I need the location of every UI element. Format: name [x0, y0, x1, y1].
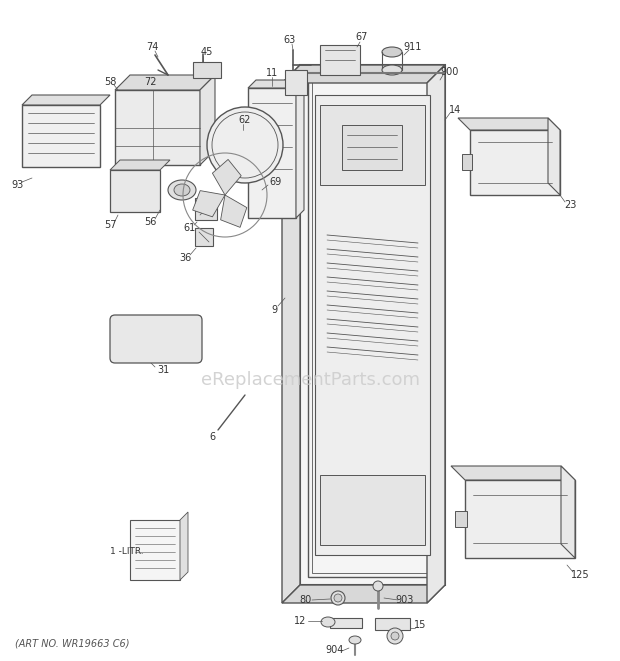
Ellipse shape [382, 47, 402, 57]
Text: 9: 9 [271, 305, 277, 315]
Polygon shape [110, 160, 170, 170]
Ellipse shape [391, 632, 399, 640]
Ellipse shape [321, 617, 335, 627]
Bar [110, 170, 160, 212]
Text: 904: 904 [326, 645, 344, 655]
Text: 67: 67 [356, 32, 368, 42]
Bar [315, 95, 430, 555]
Polygon shape [248, 80, 304, 88]
Bar [308, 73, 437, 577]
Bar [312, 77, 433, 573]
Ellipse shape [387, 628, 403, 644]
Ellipse shape [174, 184, 190, 196]
Text: 23: 23 [564, 200, 576, 210]
Text: 93: 93 [12, 180, 24, 190]
Text: 36: 36 [179, 253, 191, 263]
Bar [195, 198, 217, 220]
Ellipse shape [207, 107, 283, 183]
Bar [193, 62, 221, 78]
Polygon shape [282, 585, 445, 603]
Text: 15: 15 [414, 620, 426, 630]
Text: 56: 56 [144, 217, 156, 227]
Bar [115, 90, 200, 165]
Ellipse shape [331, 591, 345, 605]
Text: 1 -LITR.: 1 -LITR. [110, 547, 144, 557]
Text: 125: 125 [570, 570, 590, 580]
Polygon shape [282, 65, 445, 83]
Bar [195, 228, 213, 246]
Polygon shape [548, 118, 560, 195]
Ellipse shape [349, 636, 361, 644]
Text: 6: 6 [209, 432, 215, 442]
Bar [130, 520, 180, 580]
Bar [462, 154, 472, 170]
Bar [22, 105, 100, 167]
Polygon shape [221, 195, 247, 227]
Ellipse shape [168, 180, 196, 200]
FancyBboxPatch shape [110, 315, 202, 363]
Polygon shape [213, 159, 241, 195]
Bar [470, 130, 560, 195]
Bar [248, 88, 296, 218]
Text: 58: 58 [104, 77, 116, 87]
Bar [455, 511, 467, 527]
Polygon shape [451, 466, 575, 480]
Bar [330, 618, 362, 628]
Ellipse shape [334, 594, 342, 602]
Text: 80: 80 [299, 595, 311, 605]
Text: 900: 900 [441, 67, 459, 77]
Text: 911: 911 [404, 42, 422, 52]
Bar [320, 45, 360, 75]
Bar [342, 125, 402, 170]
Ellipse shape [373, 581, 383, 591]
Bar [375, 618, 410, 630]
Polygon shape [115, 75, 215, 90]
Text: 74: 74 [146, 42, 158, 52]
Ellipse shape [382, 65, 402, 75]
Bar [320, 105, 425, 185]
Polygon shape [296, 80, 304, 218]
Text: 62: 62 [239, 115, 251, 125]
Text: 61: 61 [184, 223, 196, 233]
Text: 11: 11 [266, 68, 278, 78]
Polygon shape [282, 65, 300, 603]
Polygon shape [193, 190, 225, 217]
Bar [285, 70, 307, 95]
Text: 45: 45 [201, 47, 213, 57]
Polygon shape [200, 75, 215, 165]
Text: 31: 31 [157, 365, 169, 375]
Polygon shape [22, 95, 110, 105]
Text: (ART NO. WR19663 C6): (ART NO. WR19663 C6) [15, 638, 129, 648]
Polygon shape [427, 65, 445, 603]
Polygon shape [458, 118, 560, 130]
Text: eReplacementParts.com: eReplacementParts.com [200, 371, 420, 389]
Text: 69: 69 [269, 177, 281, 187]
Polygon shape [180, 512, 188, 580]
Bar [320, 475, 425, 545]
Text: 14: 14 [449, 105, 461, 115]
Text: 57: 57 [104, 220, 117, 230]
Text: 903: 903 [396, 595, 414, 605]
Text: 12: 12 [294, 616, 306, 626]
Polygon shape [561, 466, 575, 558]
Text: 72: 72 [144, 77, 156, 87]
Bar [300, 65, 445, 585]
Bar [465, 480, 575, 558]
Text: 63: 63 [284, 35, 296, 45]
